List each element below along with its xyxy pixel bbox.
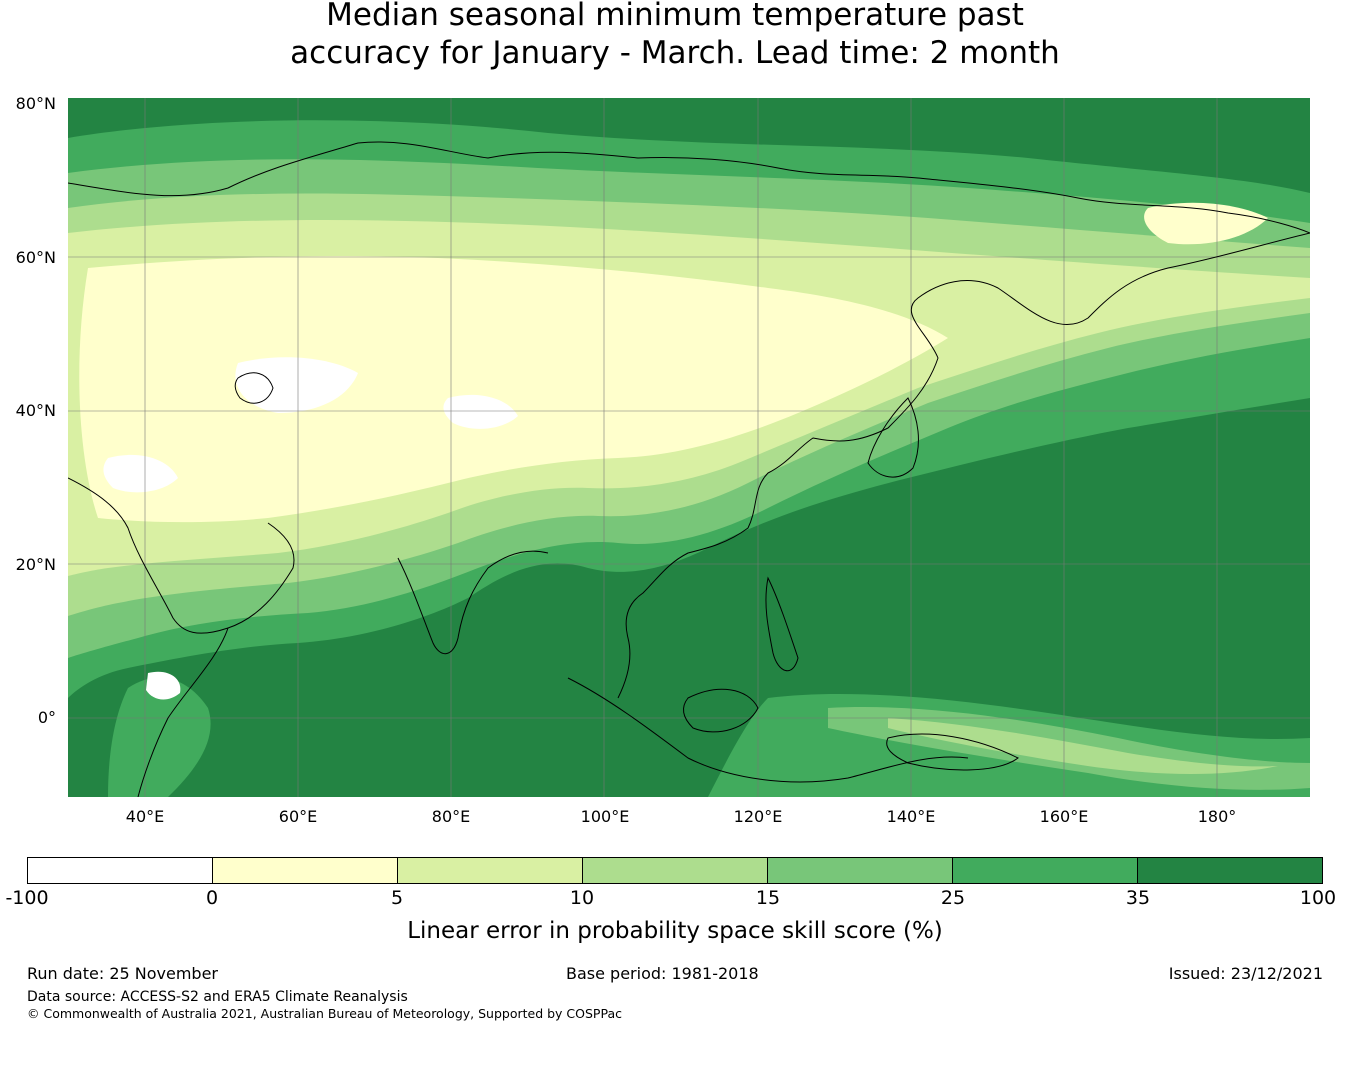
colorbar-tick: 15 — [755, 887, 781, 909]
map-title-line-2: accuracy for January - March. Lead time:… — [290, 35, 1060, 71]
lon-label-160e: 160°E — [1039, 807, 1089, 826]
map-title-line-1: Median seasonal minimum temperature past — [326, 0, 1024, 33]
lon-label-80e: 80°E — [431, 807, 471, 826]
issued-date: Issued: 23/12/2021 — [1168, 964, 1323, 983]
colorbar-segment-0-5 — [213, 858, 398, 883]
run-date: Run date: 25 November — [27, 964, 218, 983]
colorbar-tick: 0 — [205, 887, 219, 909]
lon-label-180: 180° — [1197, 807, 1237, 826]
copyright: © Commonwealth of Australia 2021, Austra… — [27, 1006, 622, 1021]
colorbar-tick: 10 — [569, 887, 595, 909]
colorbar-tick: 35 — [1125, 887, 1151, 909]
skill-score-map — [68, 98, 1310, 797]
lat-label-equator: 0° — [37, 708, 56, 727]
coastlines — [68, 141, 1310, 797]
lon-label-120e: 120°E — [733, 807, 783, 826]
lon-label-100e: 100°E — [580, 807, 630, 826]
colorbar-segment-25-35 — [953, 858, 1138, 883]
colorbar-segment-35-100 — [1138, 858, 1322, 883]
lat-label-20n: 20°N — [15, 555, 56, 574]
colorbar-label: Linear error in probability space skill … — [407, 918, 943, 944]
base-period: Base period: 1981-2018 — [566, 964, 759, 983]
graticule — [68, 98, 1310, 797]
colorbar-tick: 5 — [390, 887, 404, 909]
colorbar-segment-5-10 — [398, 858, 583, 883]
lat-label-80n: 80°N — [15, 94, 56, 113]
data-source: Data source: ACCESS-S2 and ERA5 Climate … — [27, 989, 408, 1005]
colorbar-segment-10-15 — [583, 858, 768, 883]
lat-label-60n: 60°N — [15, 248, 56, 267]
lon-label-140e: 140°E — [886, 807, 936, 826]
skill-band-negative — [103, 357, 518, 700]
lat-label-40n: 40°N — [15, 401, 56, 420]
colorbar-segment-neg100-0 — [28, 858, 213, 883]
colorbar-tick: 100 — [1299, 887, 1337, 909]
lon-label-60e: 60°E — [278, 807, 318, 826]
colorbar-tick: -100 — [5, 887, 49, 909]
colorbar-tick: 25 — [940, 887, 966, 909]
colorbar — [27, 857, 1323, 884]
map-field — [68, 98, 1310, 797]
colorbar-segment-15-25 — [768, 858, 953, 883]
skill-band-0-5 — [79, 202, 1268, 523]
lon-label-40e: 40°E — [125, 807, 165, 826]
